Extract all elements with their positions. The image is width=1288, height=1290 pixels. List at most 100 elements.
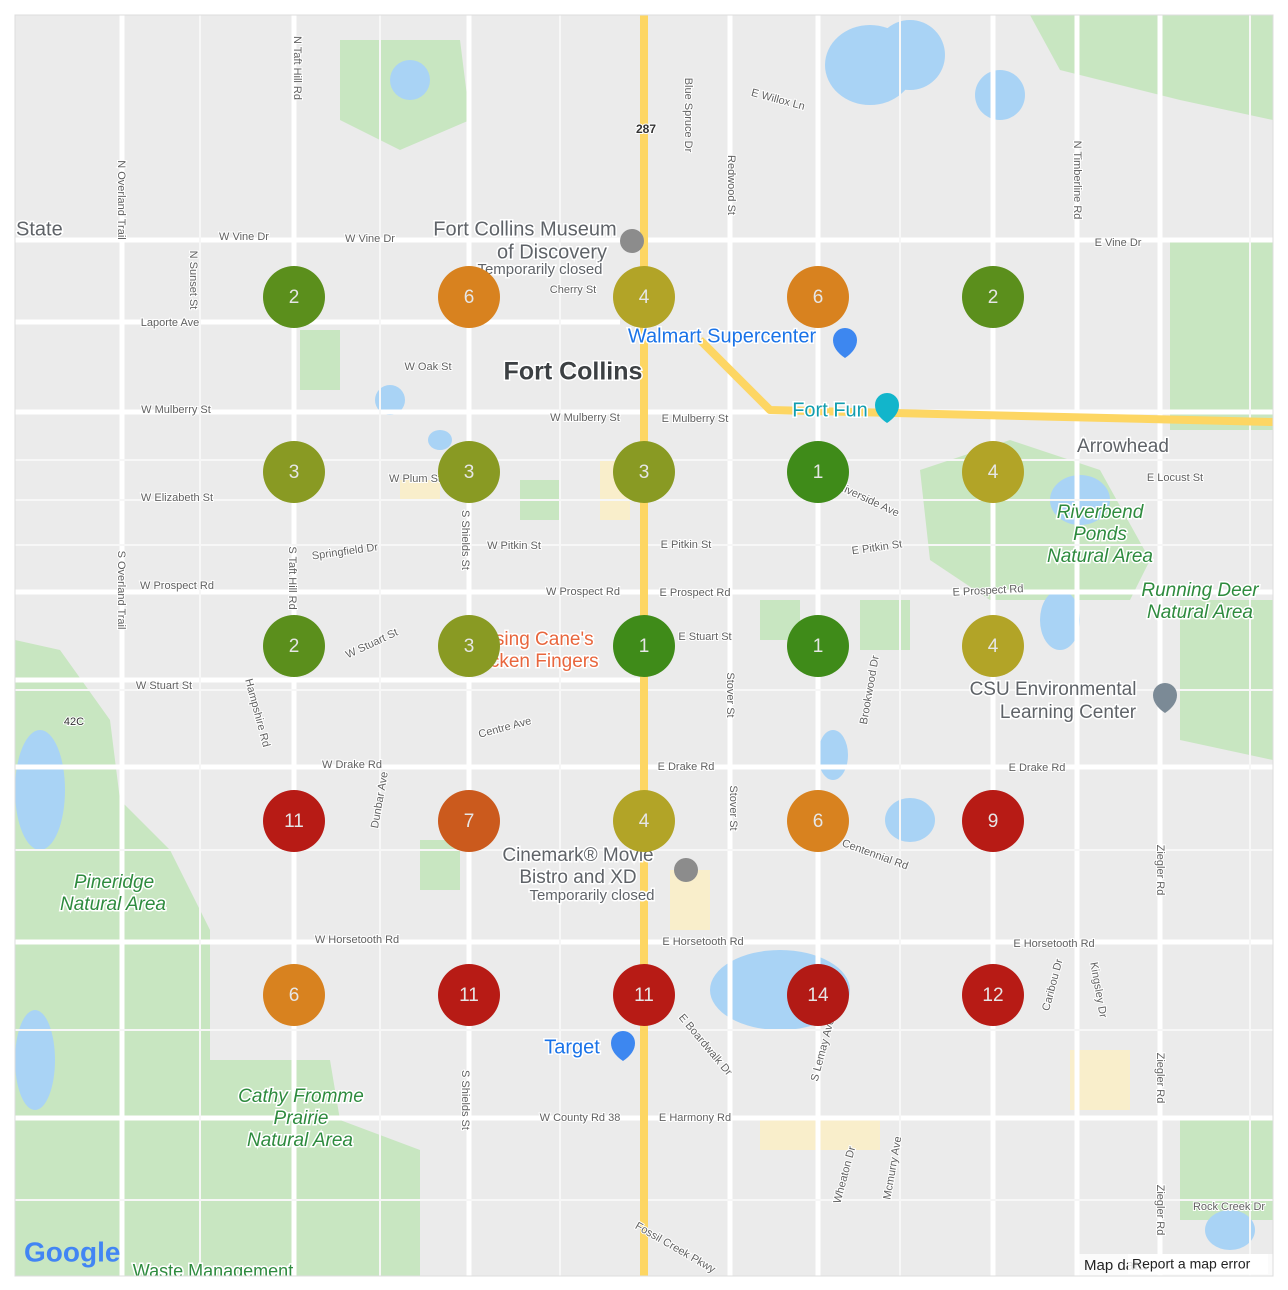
map-label: Arrowhead [1077,436,1169,457]
map-label: W Mulberry St [550,412,620,424]
grid-marker[interactable] [613,441,675,503]
map-label: Stover St [727,785,739,830]
grid-marker[interactable] [962,441,1024,503]
map-label: Ziegler Rd [1154,1185,1166,1236]
map-label: E Prospect Rd [660,587,731,599]
grid-marker[interactable] [962,266,1024,328]
google-logo: Google [24,1236,120,1267]
marker-count: 11 [284,811,304,832]
grid-marker[interactable] [613,266,675,328]
map-label: Cherry St [550,284,596,296]
map-label: Temporarily closed [529,887,654,904]
marker-count: 4 [988,462,999,483]
grid-marker[interactable] [438,790,500,852]
map-label: Redwood St [725,155,737,215]
map-label: E Mulberry St [662,413,729,425]
grid-marker[interactable] [438,964,500,1026]
grid-marker[interactable] [962,964,1024,1026]
grid-marker[interactable] [962,790,1024,852]
map-label: E Horsetooth Rd [1013,938,1094,950]
marker-count: 2 [289,287,300,308]
map-label: W Prospect Rd [140,580,214,592]
grid-marker[interactable] [438,615,500,677]
grid-marker[interactable] [962,615,1024,677]
map-label: Ponds [1073,524,1127,545]
grid-marker[interactable] [263,790,325,852]
map-label: E Vine Dr [1095,237,1142,249]
grid-marker[interactable] [263,266,325,328]
map-label: W Vine Dr [345,233,395,245]
marker-count: 3 [639,462,650,483]
grid-marker[interactable] [263,964,325,1026]
map-label: W Elizabeth St [141,492,213,504]
map-pins [611,229,1177,1061]
map-label: Fort Fun [792,399,868,421]
grid-marker[interactable] [263,615,325,677]
map-label: E Drake Rd [658,761,715,773]
marker-count: 6 [464,287,475,308]
map-label: Ziegler Rd [1154,1053,1166,1104]
map-label: W Stuart St [136,680,192,692]
map-label: N Taft Hill Rd [291,36,303,100]
map-label: of Discovery [497,241,607,263]
map-label: N Sunset St [187,251,199,310]
grid-marker[interactable] [787,441,849,503]
map-label: Stover St [724,672,736,717]
map-label: W Pitkin St [487,540,541,552]
marker-count: 6 [813,811,824,832]
grid-marker[interactable] [787,266,849,328]
map-label: W Oak St [404,361,451,373]
map-label: S Shields St [459,1070,471,1130]
map-label: Prairie [274,1108,329,1129]
grid-marker[interactable] [787,964,849,1026]
map-label: W Mulberry St [141,404,211,416]
map-label: Natural Area [247,1130,353,1151]
marker-count: 6 [813,287,824,308]
marker-count: 1 [813,462,824,483]
map-label: E Prospect Rd [952,583,1023,599]
map-label: Target [544,1036,600,1058]
marker-count: 4 [639,811,650,832]
map-label: W Horsetooth Rd [315,934,399,946]
map-label: Cathy Fromme [238,1086,364,1107]
map-label: W Drake Rd [322,759,382,771]
map-label: S Shields St [459,510,471,570]
map-label: Natural Area [1147,602,1253,623]
map-label: E Stuart St [678,631,731,643]
map-label: 42C [64,716,84,728]
map-border [14,14,1274,1277]
map-label: Running Deer [1141,580,1259,601]
map-label: Fort Collins [504,358,643,386]
map-label: E Pitkin St [661,539,712,551]
grid-marker[interactable] [438,266,500,328]
map-label: Bistro and XD [519,867,636,888]
grid-markers: 2 6 4 6 23 3 3 1 42 3 1 1 411 7 4 6 96 11 11 14 12 [263,266,1024,1026]
map-label: Walmart Supercenter [628,325,817,347]
grid-marker[interactable] [613,615,675,677]
map-label: E Locust St [1147,472,1203,484]
marker-count: 6 [289,985,300,1006]
map-label: E Horsetooth Rd [662,936,743,948]
map-label: Waste Management [133,1261,293,1281]
grid-marker[interactable] [263,441,325,503]
grid-marker[interactable] [438,441,500,503]
marker-count: 3 [464,636,475,657]
map-label: CSU Environmental [970,679,1137,700]
marker-count: 11 [459,985,479,1006]
grid-marker[interactable] [787,615,849,677]
map-label: Learning Center [1000,702,1137,723]
map-label: Laporte Ave [141,317,200,329]
marker-count: 3 [464,462,475,483]
report-link[interactable]: Report a map error [1132,1256,1251,1272]
map-label: W Plum St [389,473,441,485]
grid-marker[interactable] [613,790,675,852]
map-label: State [16,218,63,240]
marker-count: 7 [464,811,475,832]
grid-marker[interactable] [613,964,675,1026]
marker-count: 12 [982,985,1003,1006]
marker-count: 1 [639,636,650,657]
grid-marker[interactable] [787,790,849,852]
map-label: W Vine Dr [219,231,269,243]
